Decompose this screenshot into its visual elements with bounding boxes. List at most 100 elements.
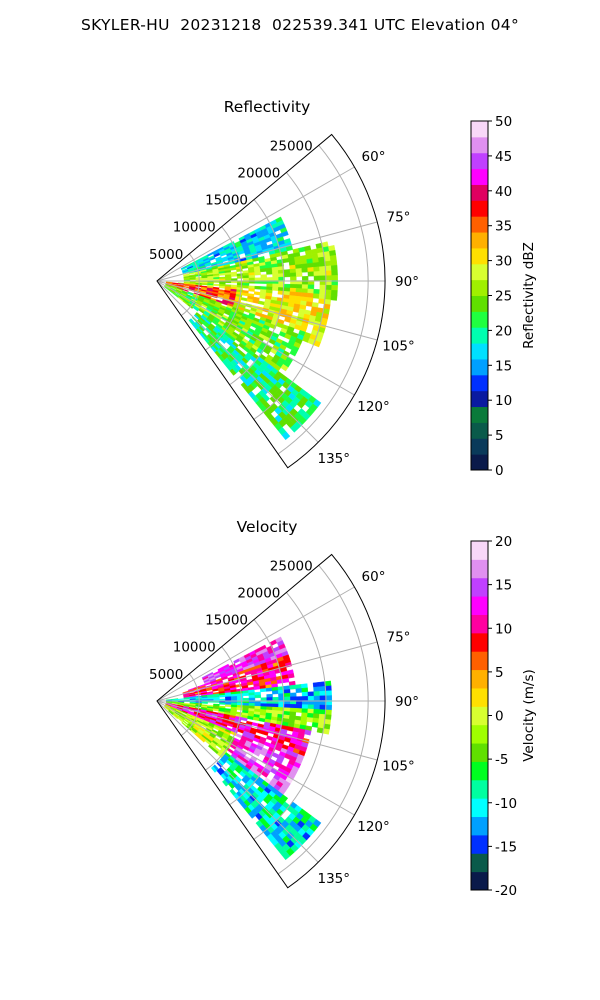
radar-gate: [241, 292, 249, 297]
colorbar-swatch: [471, 422, 488, 439]
radar-gate: [272, 273, 279, 278]
colorbar-swatch: [471, 311, 488, 328]
colorbar-swatch: [471, 343, 488, 360]
range-ring: [253, 172, 327, 420]
reflectivity-panel: Reflectivity500010000150002000025000Mete…: [149, 98, 537, 479]
radar-gate: [281, 431, 291, 441]
radar-gate: [307, 284, 315, 290]
angle-tick-label: 135°: [318, 451, 351, 467]
radar-gate: [235, 683, 243, 688]
radar-gate: [301, 263, 308, 269]
radar-gate: [331, 289, 338, 296]
radar-gate: [251, 722, 259, 727]
radar-gate: [325, 265, 332, 272]
radar-gate: [248, 697, 256, 701]
colorbar-swatch: [471, 200, 488, 217]
radar-gate: [289, 272, 297, 278]
azimuth-spoke: [156, 280, 355, 396]
radial-tick-label: 5000: [149, 667, 183, 683]
radar-gate: [219, 694, 226, 698]
radar-gate: [219, 702, 226, 705]
azimuth-spoke: [156, 280, 378, 341]
radar-gate: [240, 297, 248, 302]
radar-gate: [319, 690, 327, 697]
radar-gate: [325, 284, 332, 291]
colorbar-tick-label: 30: [495, 254, 512, 270]
radar-gate: [295, 288, 303, 293]
radar-gate: [325, 695, 333, 701]
radar-gate: [305, 301, 313, 307]
colorbar-swatch: [471, 871, 488, 891]
colorbar-swatch: [471, 632, 488, 652]
radar-gate: [313, 704, 321, 710]
radar-gate: [253, 291, 261, 296]
colorbar-tick-label: 15: [495, 358, 512, 374]
radar-gate: [272, 690, 279, 695]
radar-gate: [289, 349, 298, 357]
colorbar-tick-label: 10: [495, 393, 512, 409]
radar-gate: [298, 246, 306, 253]
radial-tick-label: 10000: [173, 640, 216, 656]
radar-gate: [248, 811, 256, 819]
colorbar: 0 5 10 15 20 25 30 35 40 45 50 Reflectivity dBZ: [470, 114, 537, 479]
colorbar-tick-label: 0: [495, 463, 504, 479]
colorbar-tick-label: 20: [495, 534, 512, 550]
radar-gate: [304, 729, 312, 736]
colorbar-swatch: [471, 216, 488, 233]
radar-gate: [312, 682, 320, 688]
radar-gate: [284, 696, 291, 701]
colorbar-swatch: [471, 798, 488, 818]
radar-gate: [235, 733, 243, 739]
radar-gate: [290, 704, 297, 709]
radar-gate: [295, 684, 302, 690]
radar-gate: [313, 289, 320, 295]
radar-gate: [313, 695, 321, 701]
colorbar-swatch: [471, 247, 488, 265]
radar-gate: [307, 691, 315, 697]
radar-gate: [281, 230, 289, 237]
range-ring: [253, 592, 327, 840]
radar-gate: [282, 678, 290, 684]
radar-gate: [331, 285, 338, 291]
radar-gate: [301, 276, 309, 281]
radar-gate: [283, 269, 291, 274]
radar-gate: [266, 277, 273, 281]
radar-gate: [230, 696, 238, 699]
range-ring: [180, 253, 200, 316]
colorbar-swatch: [471, 454, 488, 471]
colorbar-swatch: [471, 184, 488, 201]
radar-gate: [307, 267, 315, 273]
azimuth-spoke: [156, 280, 319, 443]
colorbar-swatch: [471, 596, 488, 615]
angle-tick-label: 75°: [387, 209, 411, 225]
radar-gate: [272, 696, 279, 701]
colorbar-label: Reflectivity dBZ: [521, 242, 537, 349]
colorbar-swatch: [471, 374, 488, 392]
radial-tick-label: 15000: [205, 613, 248, 629]
radar-gate: [219, 278, 226, 281]
radar-gate: [311, 722, 319, 728]
azimuth-spoke: [156, 700, 378, 761]
radar-gate: [292, 307, 300, 313]
radar-gate: [283, 707, 291, 712]
radar-gate: [260, 703, 267, 707]
radar-gate: [295, 688, 303, 693]
radar-gate: [282, 258, 290, 264]
radar-gate: [266, 693, 273, 698]
radar-gate: [289, 268, 297, 274]
angle-tick-label: 120°: [357, 399, 390, 415]
radar-gate: [329, 254, 337, 262]
radar-gate: [225, 698, 232, 701]
radar-gate: [295, 264, 302, 270]
colorbar-swatch: [471, 136, 488, 154]
panel-title: Velocity: [237, 518, 298, 536]
radar-gate: [301, 267, 309, 273]
radar-gate: [222, 779, 229, 787]
radar-gate: [283, 287, 291, 292]
radar-gate: [318, 256, 325, 263]
azimuth-spoke: [156, 700, 355, 816]
radar-gate: [242, 692, 250, 697]
range-ring: [229, 199, 285, 386]
radar-gate: [330, 260, 338, 266]
radar-field: [163, 636, 333, 861]
